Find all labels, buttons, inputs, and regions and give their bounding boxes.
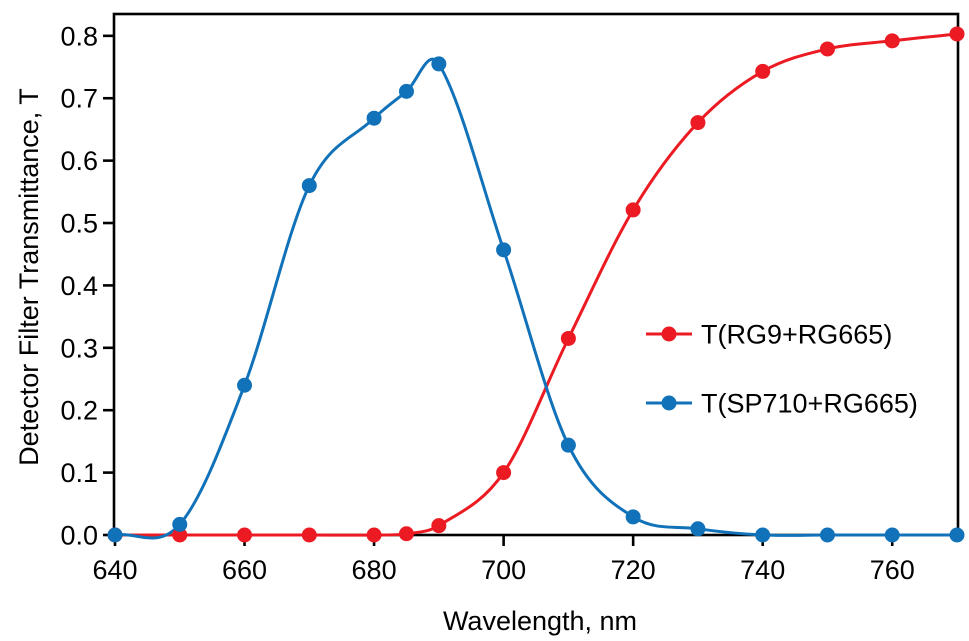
series-0-data-point xyxy=(949,26,965,42)
series-1-line xyxy=(113,57,959,540)
y-axis-tick-label: 0.7 xyxy=(60,84,98,114)
legend-marker-dot xyxy=(661,326,677,342)
legend-label: T(RG9+RG665) xyxy=(701,320,892,350)
legend-item: T(SP710+RG665) xyxy=(646,389,918,419)
series-1-data-point xyxy=(560,437,576,453)
series-0-data-point xyxy=(431,518,447,534)
series-1-markers xyxy=(107,56,965,543)
series-0-markers xyxy=(107,26,965,543)
series-0-data-point xyxy=(172,527,188,543)
series-1-data-point xyxy=(237,377,253,393)
x-axis-tick-label: 760 xyxy=(870,555,915,585)
y-axis-tick-label: 0.1 xyxy=(60,458,98,488)
series-1-data-point xyxy=(625,509,641,525)
x-axis-tick-label: 700 xyxy=(481,555,526,585)
series-0-data-point xyxy=(755,63,771,79)
x-axis-tick-label: 680 xyxy=(352,555,397,585)
x-axis: 640 660 680 700 720 740 760 xyxy=(92,535,915,585)
y-axis-tick-label: 0.8 xyxy=(60,21,98,51)
series-1-data-point xyxy=(398,83,414,99)
y-axis: 0.0 0.1 0.2 0.3 0.4 0.5 0.6 0.7 0.8 xyxy=(60,21,114,551)
series-0-data-point xyxy=(301,527,317,543)
series-1-data-point xyxy=(755,527,771,543)
legend: T(RG9+RG665) T(SP710+RG665) xyxy=(646,320,918,419)
series-0-data-point xyxy=(398,526,414,542)
series-0-data-point xyxy=(690,115,706,131)
series-1-data-point xyxy=(301,178,317,194)
series-1-data-point xyxy=(366,110,382,126)
series-1-data-point xyxy=(172,516,188,532)
legend-label: T(SP710+RG665) xyxy=(701,389,918,419)
y-axis-tick-label: 0.3 xyxy=(60,333,98,363)
y-axis-title: Detector Filter Transmittance, T xyxy=(14,88,44,466)
series-1-data-point xyxy=(690,521,706,537)
x-axis-tick-label: 720 xyxy=(611,555,656,585)
x-axis-tick-label: 660 xyxy=(222,555,267,585)
series-1-data-point xyxy=(496,242,512,258)
series-0-line xyxy=(113,32,959,537)
series-0-data-point xyxy=(560,330,576,346)
series-1-data-point xyxy=(431,56,447,72)
legend-item: T(RG9+RG665) xyxy=(646,320,892,350)
series-0-data-point xyxy=(884,33,900,49)
series-1-data-point xyxy=(949,527,965,543)
series-0-data-point xyxy=(819,41,835,57)
x-axis-title: Wavelength, nm xyxy=(443,606,637,636)
plot-border xyxy=(112,12,960,537)
series-0-data-point xyxy=(366,527,382,543)
y-axis-tick-label: 0.4 xyxy=(60,271,98,301)
series-0-data-point xyxy=(237,527,253,543)
series-0-data-point xyxy=(625,202,641,218)
series-1-data-point xyxy=(884,527,900,543)
x-axis-tick-label: 740 xyxy=(740,555,785,585)
y-axis-tick-label: 0.5 xyxy=(60,209,98,239)
series-1-data-point xyxy=(107,527,123,543)
x-axis-tick-label: 640 xyxy=(92,555,137,585)
series-0-data-point xyxy=(496,465,512,481)
y-axis-tick-label: 0.0 xyxy=(60,521,98,551)
y-axis-tick-label: 0.2 xyxy=(60,396,98,426)
series-1-data-point xyxy=(819,527,835,543)
y-axis-tick-label: 0.6 xyxy=(60,146,98,176)
legend-marker-dot xyxy=(661,395,677,411)
